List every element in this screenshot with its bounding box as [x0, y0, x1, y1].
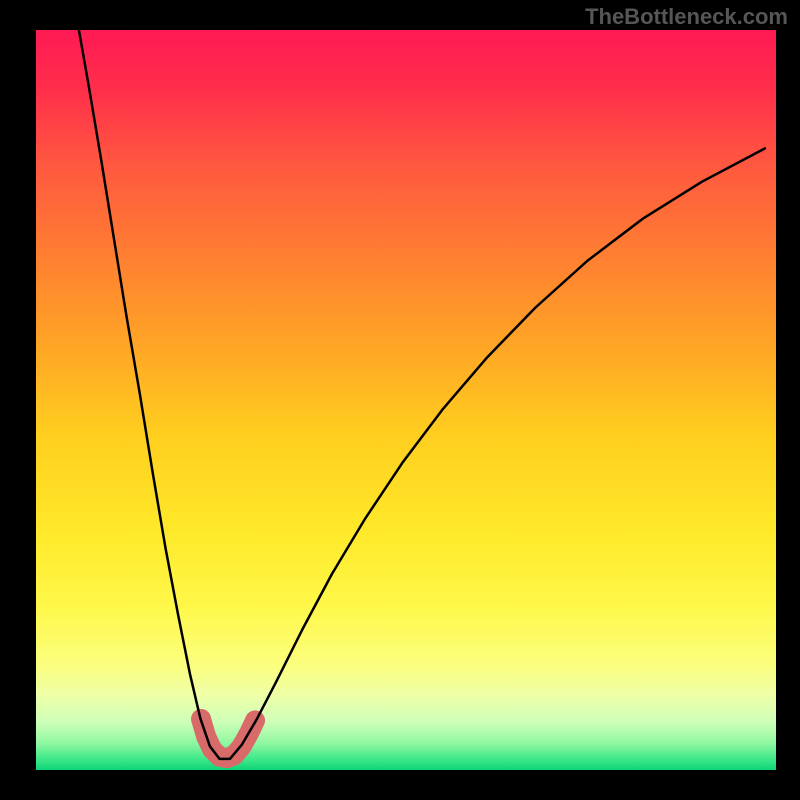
chart-background	[36, 30, 776, 770]
bottleneck-chart	[36, 30, 776, 770]
plot-area	[36, 30, 776, 770]
watermark-text: TheBottleneck.com	[585, 4, 788, 30]
